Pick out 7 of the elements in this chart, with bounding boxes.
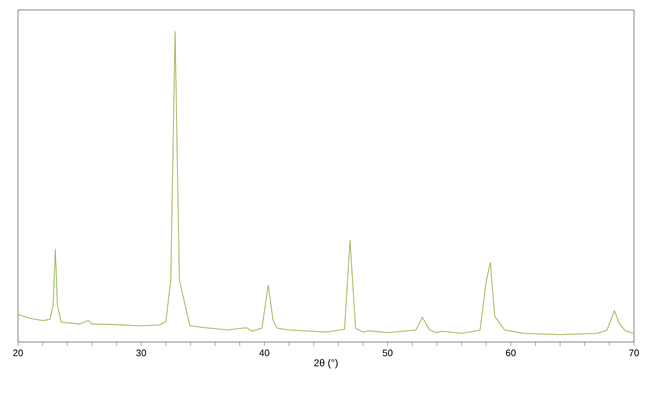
x-tick-label: 30 bbox=[136, 350, 146, 356]
x-tick-label: 50 bbox=[382, 350, 392, 356]
x-tick-label: 40 bbox=[259, 350, 270, 356]
x-tick-label: 20 bbox=[13, 350, 23, 356]
x-tick-label: 70 bbox=[629, 350, 639, 356]
x-tick-label: 60 bbox=[506, 350, 516, 356]
x-axis-title: 2θ (°) bbox=[314, 359, 338, 368]
